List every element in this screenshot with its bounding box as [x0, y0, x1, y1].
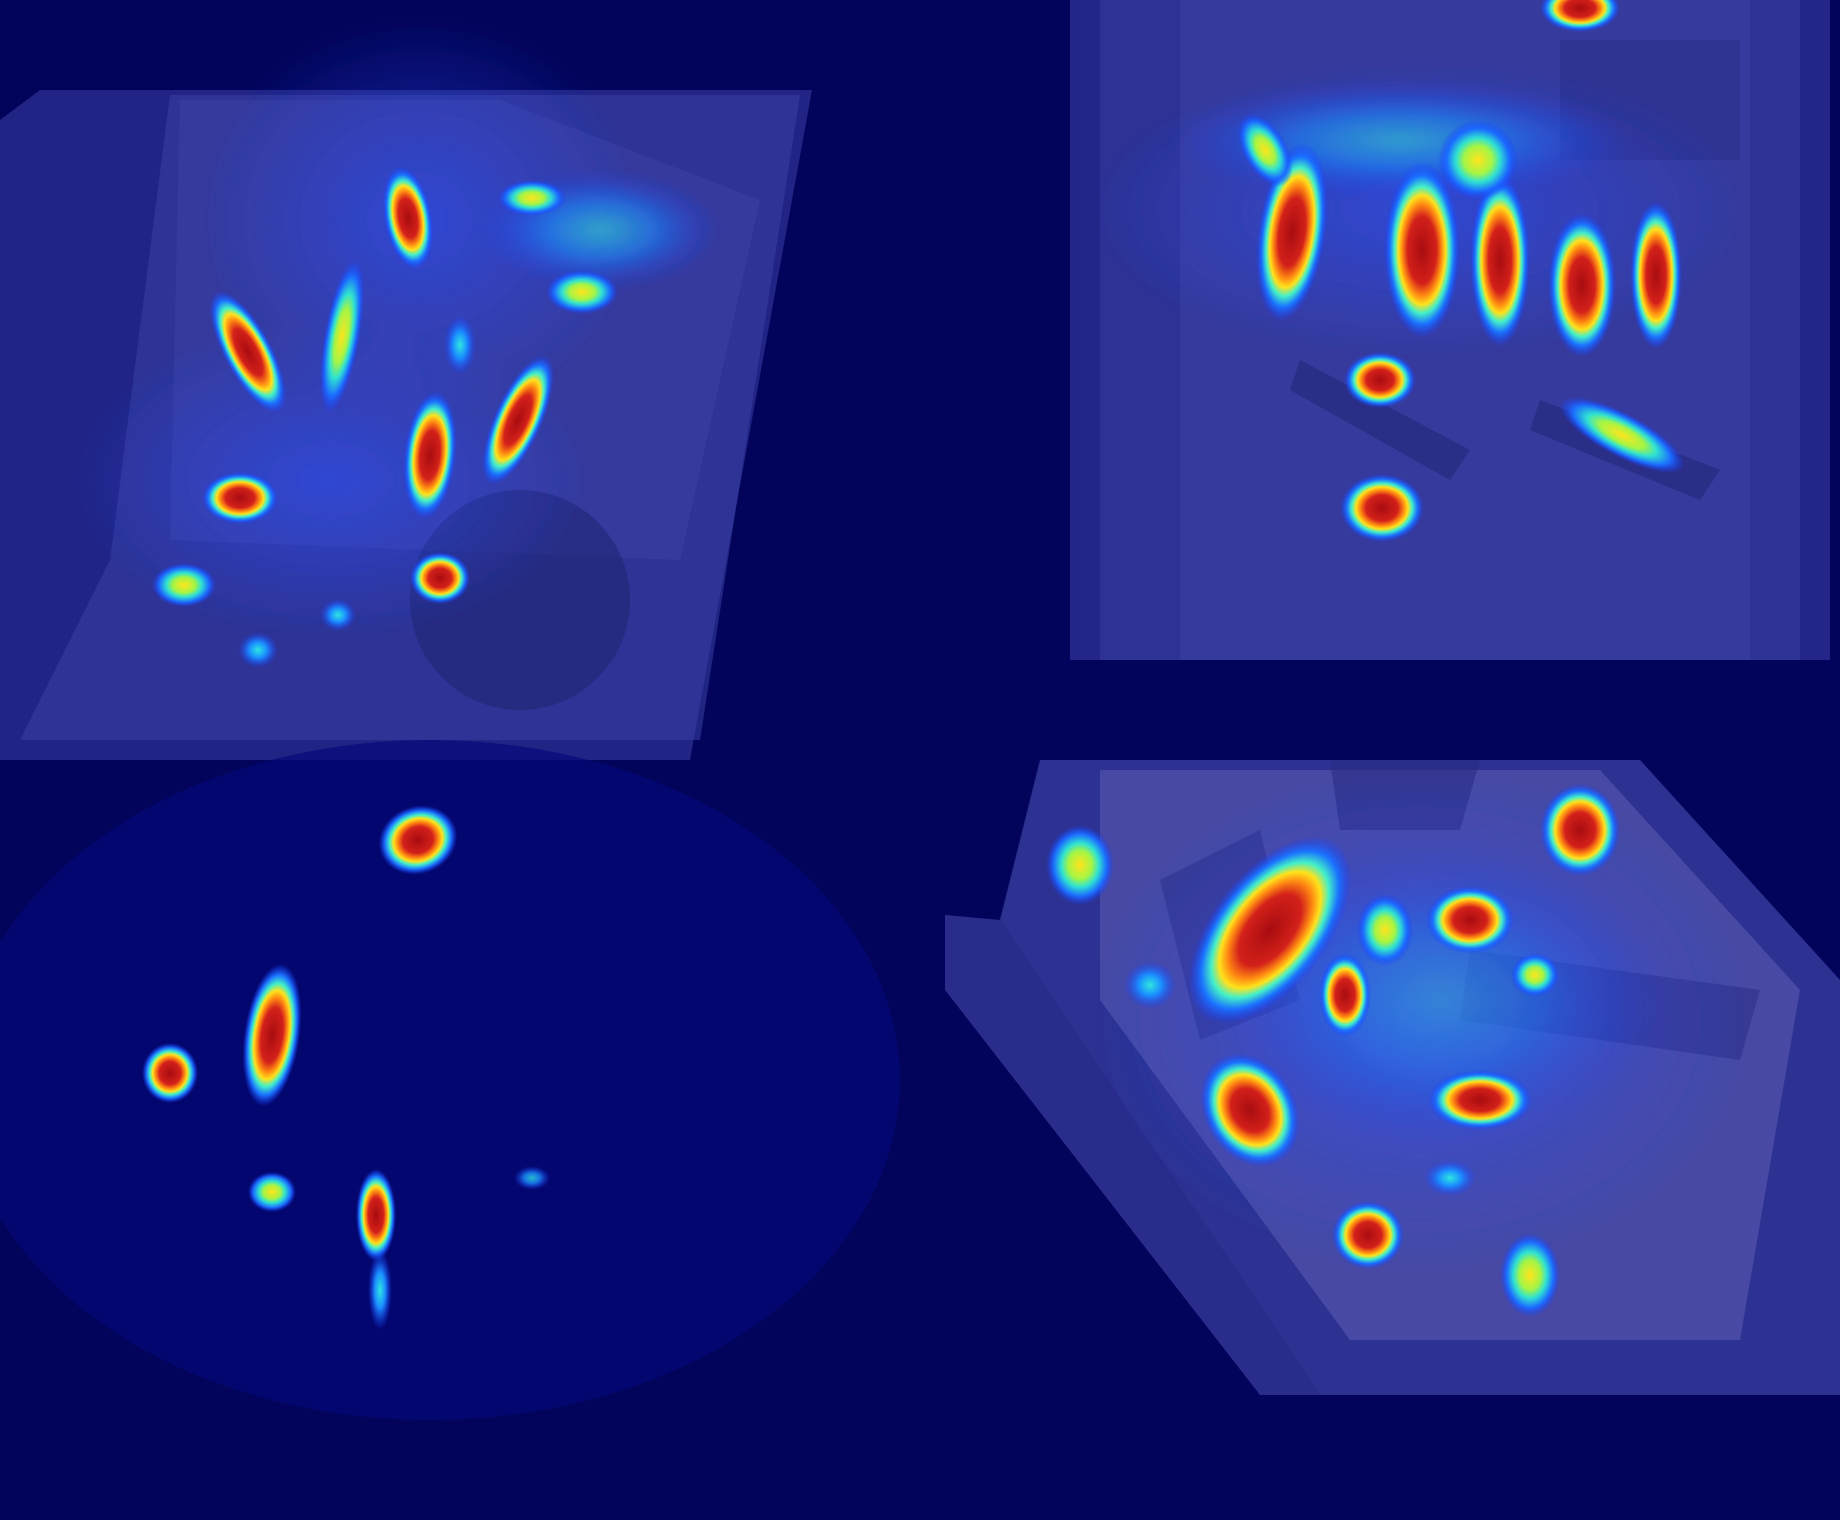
- panel-top-right: [1070, 0, 1830, 660]
- panel-top-left: [0, 20, 812, 760]
- panel-bottom-right: [945, 760, 1840, 1395]
- panel-bottom-left: [0, 740, 900, 1420]
